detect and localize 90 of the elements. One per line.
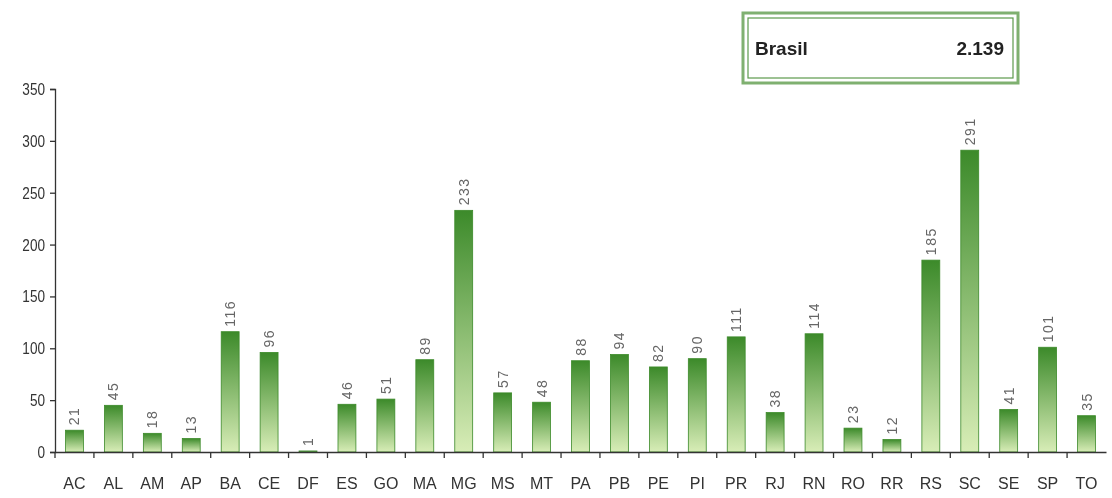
y-tick-label: 50 xyxy=(29,390,45,410)
data-label: 46 xyxy=(338,380,355,400)
bar xyxy=(804,333,824,453)
x-tick-label: AC xyxy=(63,475,86,493)
bar xyxy=(726,336,746,453)
x-tick-label: AP xyxy=(180,475,202,493)
data-label: 57 xyxy=(494,369,511,388)
y-tick-label: 0 xyxy=(37,442,45,462)
data-label: 23 xyxy=(844,404,861,424)
data-label: 111 xyxy=(728,306,745,332)
x-tick-label: PI xyxy=(689,475,705,493)
x-tick-label: TO xyxy=(1075,475,1098,493)
x-tick-label: MT xyxy=(530,475,554,493)
data-label: 12 xyxy=(883,415,900,435)
x-tick-label: RN xyxy=(802,475,826,493)
x-tick-label: AM xyxy=(140,475,165,493)
x-tick-label: DF xyxy=(297,475,319,493)
text: 2.139 xyxy=(956,38,1004,59)
data-label: 90 xyxy=(689,335,706,354)
x-tick-label: GO xyxy=(373,475,399,493)
data-label: 38 xyxy=(767,389,784,408)
x-tick-label: ES xyxy=(336,475,358,493)
data-label: 291 xyxy=(961,117,978,146)
data-label: 101 xyxy=(1039,314,1056,343)
data-label: 82 xyxy=(650,343,667,362)
bar xyxy=(337,403,357,453)
bar xyxy=(415,359,435,453)
data-label: 45 xyxy=(105,381,122,401)
x-tick-label: RJ xyxy=(765,475,785,493)
y-tick-label: 150 xyxy=(22,286,45,306)
data-label: 48 xyxy=(533,378,550,398)
x-tick-label: MS xyxy=(490,475,515,493)
data-label: 116 xyxy=(222,299,239,327)
bar xyxy=(1038,346,1057,453)
x-tick-label: MG xyxy=(450,475,477,493)
bar xyxy=(921,259,941,453)
bar xyxy=(765,412,785,453)
y-tick-label: 200 xyxy=(22,235,45,254)
bar xyxy=(142,432,162,453)
data-label: 13 xyxy=(183,414,200,434)
x-tick-label: PR xyxy=(725,475,748,493)
x-tick-label: BA xyxy=(219,475,242,493)
data-label: 233 xyxy=(455,177,472,206)
x-tick-label: SE xyxy=(998,475,1020,493)
data-label: 114 xyxy=(806,301,823,329)
bar xyxy=(532,401,551,453)
y-tick-label: 100 xyxy=(22,338,45,358)
bar xyxy=(493,392,512,453)
bar xyxy=(960,149,980,453)
x-tick-label: PE xyxy=(647,475,670,493)
bar xyxy=(843,427,863,453)
x-tick-label: RR xyxy=(880,475,904,493)
data-label: 96 xyxy=(261,328,278,348)
x-tick-label: AL xyxy=(103,475,124,493)
bar xyxy=(104,404,123,453)
data-label: 41 xyxy=(1000,385,1017,405)
data-label: 18 xyxy=(144,409,161,429)
bar xyxy=(999,409,1019,453)
x-tick-label: CE xyxy=(257,475,281,493)
bar xyxy=(882,439,902,453)
x-tick-label: RO xyxy=(840,475,865,493)
bar xyxy=(454,209,474,453)
data-label: 21 xyxy=(66,406,83,426)
bar xyxy=(687,358,707,453)
data-label: 51 xyxy=(377,375,394,395)
text: Brasil xyxy=(755,38,808,59)
x-tick-label: SC xyxy=(958,475,981,493)
y-tick-label: 250 xyxy=(22,183,45,202)
data-label: 94 xyxy=(611,330,628,350)
data-label: 35 xyxy=(1078,392,1095,411)
bar xyxy=(376,398,396,453)
bar xyxy=(181,438,201,453)
bar xyxy=(259,352,279,453)
x-tick-label: PA xyxy=(570,475,591,493)
data-label: 1 xyxy=(300,436,317,446)
bar xyxy=(65,429,84,453)
data-label: 185 xyxy=(922,227,939,256)
x-tick-label: RS xyxy=(919,475,942,493)
y-tick-label: 350 xyxy=(22,79,45,99)
data-label: 88 xyxy=(572,337,589,356)
y-tick-label: 300 xyxy=(22,131,45,151)
bar xyxy=(571,360,590,453)
data-label: 89 xyxy=(416,336,433,355)
bar xyxy=(220,331,240,453)
x-tick-label: SP xyxy=(1036,475,1059,493)
bar xyxy=(649,366,668,453)
bar xyxy=(1077,415,1096,453)
x-tick-label: PB xyxy=(608,475,631,493)
x-tick-label: MA xyxy=(412,475,438,493)
bar xyxy=(610,354,629,453)
